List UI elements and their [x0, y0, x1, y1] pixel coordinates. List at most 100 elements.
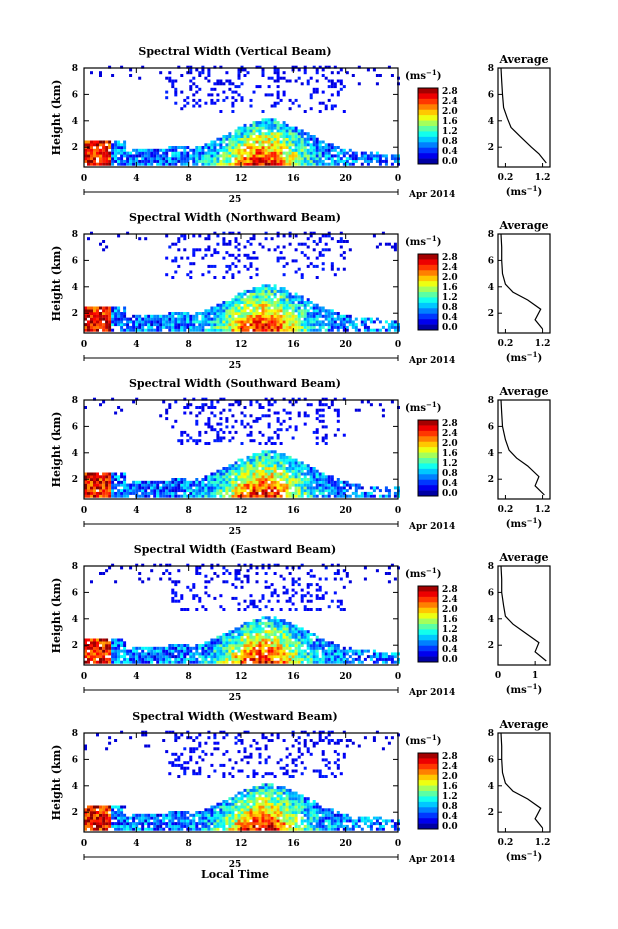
heatmap-cell [246, 491, 250, 495]
colorbar-segment [418, 308, 438, 315]
heatmap-cell [141, 151, 145, 155]
heatmap-cell [276, 323, 280, 327]
heatmap-cell [255, 298, 259, 302]
heatmap-cell [225, 303, 229, 307]
heatmap-cell [126, 486, 130, 490]
panel-title: Spectral Width (Southward Beam) [129, 377, 341, 390]
heatmap-cell [240, 491, 244, 495]
heatmap-cell [228, 649, 232, 653]
heatmap-cell [171, 276, 175, 279]
heatmap-cell [249, 566, 253, 570]
heatmap-cell [297, 655, 301, 659]
heatmap-cell [195, 148, 199, 152]
heatmap-cell [216, 242, 220, 246]
heatmap-cell [201, 162, 205, 166]
heatmap-cell [150, 489, 154, 493]
heatmap-cell [228, 242, 232, 246]
heatmap-cell [378, 655, 382, 659]
heatmap-cell [324, 433, 328, 437]
heatmap-cell [282, 121, 286, 125]
heatmap-cell [291, 259, 295, 263]
heatmap-cell [276, 494, 280, 498]
heatmap-cell [210, 93, 214, 97]
heatmap-cell [168, 652, 172, 656]
average-profile-line [500, 67, 547, 164]
heatmap-cell [225, 649, 229, 653]
heatmap-cell [306, 486, 310, 490]
heatmap-cell [228, 309, 232, 313]
heatmap-cell [90, 306, 93, 310]
heatmap-cell [93, 317, 96, 321]
heatmap-cell [288, 475, 292, 479]
heatmap-cell [111, 317, 115, 321]
heatmap-cell [171, 85, 175, 89]
heatmap-cell [324, 242, 328, 246]
heatmap-cell [213, 328, 217, 332]
heatmap-cell [171, 162, 175, 166]
heatmap-cell [384, 494, 388, 498]
heatmap-cell [108, 65, 112, 69]
heatmap-cell [330, 143, 334, 147]
heatmap-cell [294, 126, 298, 130]
heatmap-cell [255, 641, 259, 645]
heatmap-cell [288, 231, 292, 235]
heatmap-cell [180, 646, 184, 650]
heatmap-cell [393, 242, 397, 246]
heatmap-cell [330, 400, 334, 404]
heatmap-cell [228, 480, 232, 484]
colorbar-unit: (ms−1) [405, 400, 441, 414]
heatmap-cell [309, 646, 313, 650]
heatmap-cell [273, 644, 277, 647]
heatmap-cell [207, 71, 211, 75]
heatmap-cell [324, 652, 328, 656]
heatmap-cell [114, 824, 118, 828]
heatmap-cell [342, 323, 346, 327]
heatmap-cell [162, 572, 166, 575]
heatmap-cell [204, 162, 208, 166]
colorbar-tick-label: 2.0 [442, 605, 458, 615]
heatmap-cell [171, 242, 175, 246]
heatmap-cell [207, 314, 211, 318]
heatmap-cell [285, 633, 289, 636]
colorbar-segment [418, 270, 438, 277]
heatmap-cell [264, 630, 268, 634]
heatmap-cell [279, 303, 283, 307]
heatmap-cell [87, 819, 90, 823]
heatmap-cell [237, 486, 241, 490]
heatmap-cell [177, 483, 181, 487]
heatmap-cell [96, 660, 99, 664]
heatmap-cell [192, 325, 196, 329]
heatmap-cell [114, 580, 118, 584]
heatmap-cell [216, 652, 220, 656]
heatmap-cell [186, 827, 190, 831]
heatmap-cell [222, 328, 226, 332]
heatmap-cell [93, 641, 96, 645]
heatmap-cell [300, 295, 304, 299]
heatmap-cell [216, 323, 220, 327]
heatmap-cell [333, 644, 337, 647]
heatmap-cell [267, 284, 271, 288]
heatmap-cell [129, 157, 133, 161]
heatmap-cell [171, 146, 175, 149]
heatmap-cell [201, 483, 205, 487]
heatmap-cell [273, 455, 277, 459]
heatmap-cell [342, 494, 346, 498]
heatmap-cell [327, 143, 331, 147]
heatmap-cell [204, 237, 208, 241]
heatmap-cell [303, 475, 307, 479]
heatmap-cell [228, 87, 232, 91]
heatmap-cell [282, 162, 286, 166]
heatmap-cell [270, 135, 274, 138]
heatmap-cell [363, 491, 367, 495]
heatmap-cell [255, 489, 259, 493]
heatmap-cell [183, 483, 187, 487]
heatmap-cell [285, 129, 289, 133]
heatmap-cell [270, 146, 274, 149]
heatmap-cell [288, 411, 292, 415]
heatmap-cell [219, 143, 223, 147]
heatmap-cell [159, 655, 163, 659]
heatmap-cell [138, 816, 142, 820]
heatmap-cell [177, 811, 181, 814]
heatmap-cell [279, 652, 283, 656]
heatmap-cell [117, 649, 121, 653]
